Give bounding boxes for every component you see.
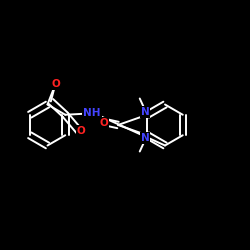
Text: N: N bbox=[141, 133, 150, 143]
Text: NH: NH bbox=[83, 108, 101, 118]
Text: O: O bbox=[52, 79, 61, 89]
Text: O: O bbox=[77, 126, 86, 136]
Text: O: O bbox=[99, 118, 108, 128]
Text: N: N bbox=[141, 107, 150, 117]
